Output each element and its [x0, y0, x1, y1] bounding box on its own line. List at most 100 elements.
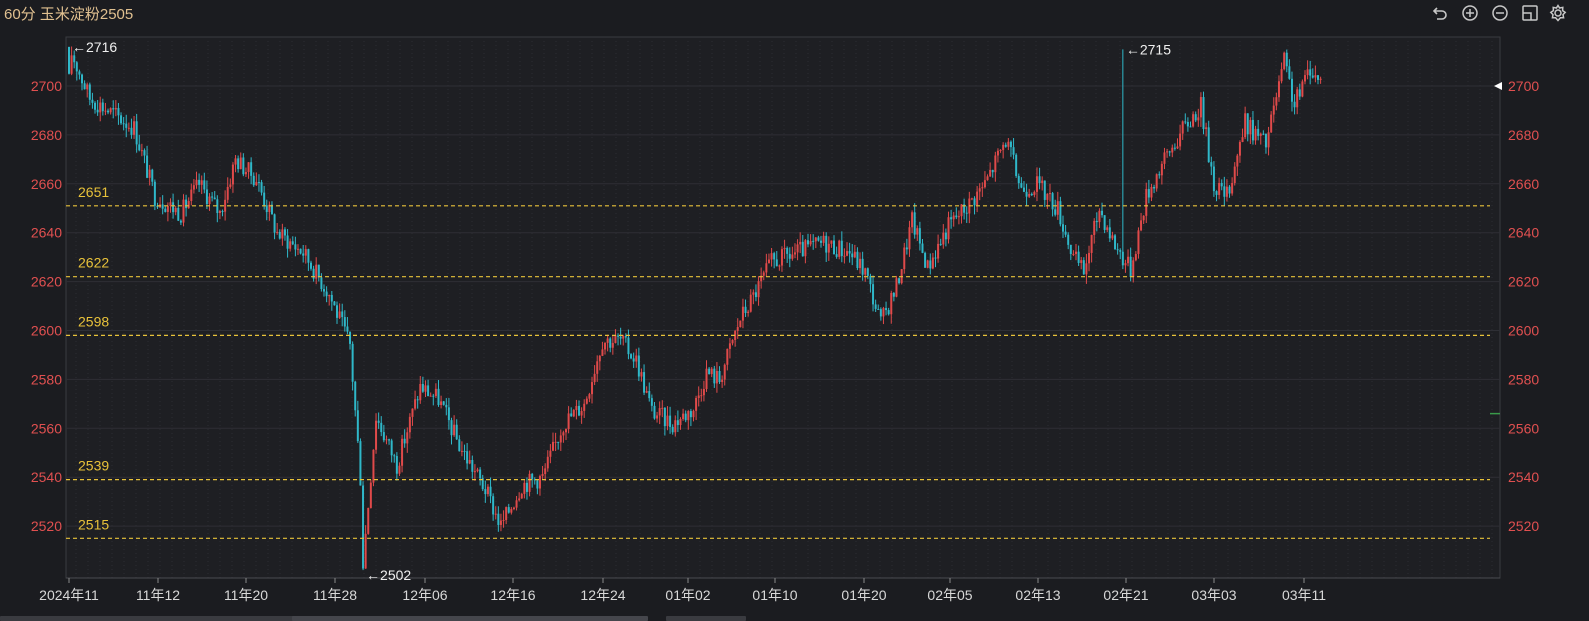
chart-header: 60分 玉米淀粉2505	[0, 0, 1589, 26]
candle-body	[231, 164, 234, 185]
candle-body	[502, 520, 505, 522]
candle-body	[1127, 256, 1130, 264]
layout-icon[interactable]	[1519, 2, 1541, 24]
candle-body	[840, 240, 843, 257]
candle-body	[221, 211, 224, 213]
x-tick-label: 12年06	[402, 587, 447, 603]
zoom-out-icon[interactable]	[1489, 2, 1511, 24]
candle-body	[1020, 183, 1023, 188]
candle-body	[695, 397, 698, 411]
candle-body	[546, 456, 549, 469]
x-tick-label: 11年28	[313, 587, 357, 603]
candle-body	[1283, 52, 1286, 70]
candle-body	[182, 199, 185, 223]
candle-body	[179, 220, 182, 223]
candle-body	[825, 235, 828, 253]
candle-body	[380, 422, 383, 433]
candle-body	[921, 243, 924, 253]
candle-body	[624, 336, 627, 338]
y-tick-label-left: 2560	[31, 420, 62, 436]
candle-body	[367, 507, 370, 534]
candle-body	[1085, 263, 1088, 275]
candle-body	[551, 441, 554, 451]
candle-body	[325, 291, 328, 297]
candle-body	[926, 260, 929, 268]
candle-body	[1272, 105, 1275, 115]
candle-body	[916, 228, 919, 235]
candle-body	[393, 455, 396, 457]
candle-body	[1150, 186, 1153, 198]
candle-body	[1134, 254, 1137, 261]
candle-body	[1132, 260, 1135, 277]
candle-body	[416, 399, 419, 401]
scrollbar-track[interactable]	[0, 613, 1589, 621]
candle-body	[104, 110, 107, 112]
candle-body	[1028, 193, 1031, 197]
candle-body	[172, 202, 175, 213]
candle-body	[406, 432, 409, 444]
candle-body	[476, 469, 479, 472]
candle-body	[1189, 126, 1192, 128]
scrollbar-thumb[interactable]	[292, 616, 648, 621]
candle-body	[598, 355, 601, 362]
candle-body	[489, 486, 492, 497]
candle-body	[252, 175, 255, 186]
scrollbar-segment[interactable]	[666, 616, 746, 621]
candle-body	[1173, 147, 1176, 149]
candle-body	[653, 405, 656, 419]
candle-body	[911, 212, 914, 228]
zoom-in-icon[interactable]	[1459, 2, 1481, 24]
candle-body	[1090, 235, 1093, 253]
candle-body	[226, 186, 229, 200]
candle-body	[195, 179, 198, 186]
extreme-price-label: ←2715	[1126, 41, 1171, 57]
candle-body	[585, 398, 588, 404]
candle-body	[468, 459, 471, 464]
candle-body	[218, 211, 221, 214]
candle-body	[122, 123, 125, 125]
candle-body	[931, 257, 934, 269]
x-tick-label: 11年12	[136, 587, 180, 603]
candle-body	[1072, 253, 1075, 255]
candle-body	[408, 416, 411, 433]
candle-body	[99, 102, 102, 113]
candle-body	[1093, 220, 1096, 236]
candle-body	[307, 249, 310, 263]
candle-body	[229, 184, 232, 187]
candle-body	[801, 241, 804, 257]
candle-body	[981, 187, 984, 189]
candle-body	[627, 337, 630, 355]
candle-body	[390, 440, 393, 456]
candle-body	[466, 451, 469, 464]
current-price-marker	[1494, 82, 1502, 90]
y-tick-label-left: 2580	[31, 371, 62, 387]
y-tick-label-right: 2620	[1508, 274, 1539, 290]
candle-body	[200, 180, 203, 185]
candle-body	[864, 268, 867, 275]
y-tick-label-left: 2520	[31, 518, 62, 534]
candle-body	[109, 108, 112, 113]
candle-body	[1311, 75, 1314, 78]
candle-body	[1012, 147, 1015, 155]
candle-body	[1043, 180, 1046, 200]
candle-body	[661, 407, 664, 409]
candle-body	[877, 308, 880, 310]
candle-body	[94, 102, 97, 110]
candle-body	[806, 240, 809, 245]
candle-body	[918, 228, 921, 244]
undo-icon[interactable]	[1429, 2, 1451, 24]
candle-body	[1147, 189, 1150, 198]
candle-body	[1251, 119, 1254, 141]
candle-body	[814, 237, 817, 242]
candle-body	[471, 459, 474, 472]
candle-body	[991, 169, 994, 173]
candle-body	[216, 199, 219, 214]
candle-body	[838, 240, 841, 257]
settings-icon[interactable]	[1547, 2, 1569, 24]
candle-body	[364, 533, 367, 569]
candle-body	[424, 385, 427, 392]
candle-body	[473, 471, 476, 473]
candle-body	[767, 259, 770, 264]
scrollbar-segment[interactable]	[0, 616, 300, 621]
y-tick-label-left: 2660	[31, 176, 62, 192]
